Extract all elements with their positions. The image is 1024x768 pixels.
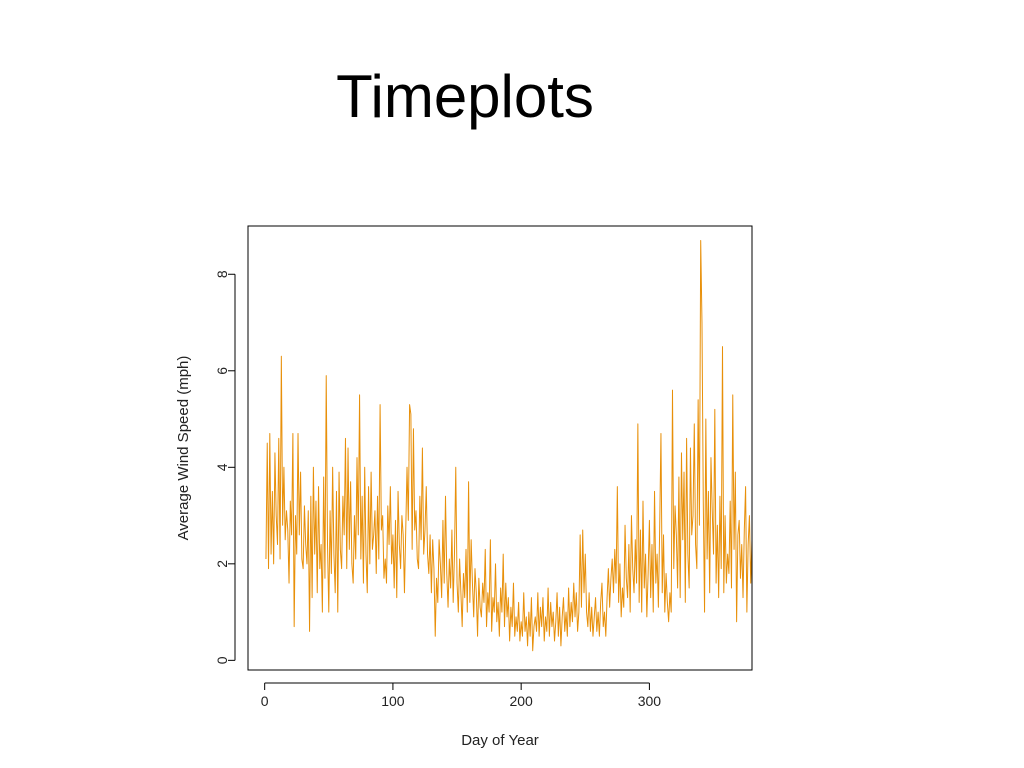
slide-title: Timeplots [336,63,594,130]
x-axis-title: Day of Year [461,732,539,749]
y-tick-label: 6 [214,367,230,375]
x-tick-label: 0 [261,693,269,709]
x-tick-label: 200 [509,693,533,709]
y-axis-title: Average Wind Speed (mph) [175,356,192,541]
x-tick-label: 100 [381,693,405,709]
y-axis: 0 2 4 6 8 [214,270,236,664]
y-tick-label: 8 [214,270,230,278]
series-line-0 [265,239,753,652]
plot-frame [247,225,753,671]
x-axis: 0 100 200 300 [261,682,662,709]
series-layer [265,239,753,652]
y-tick-label: 2 [214,560,230,568]
y-tick-label: 0 [214,656,230,664]
x-tick-label: 300 [638,693,662,709]
y-tick-label: 4 [214,463,230,471]
